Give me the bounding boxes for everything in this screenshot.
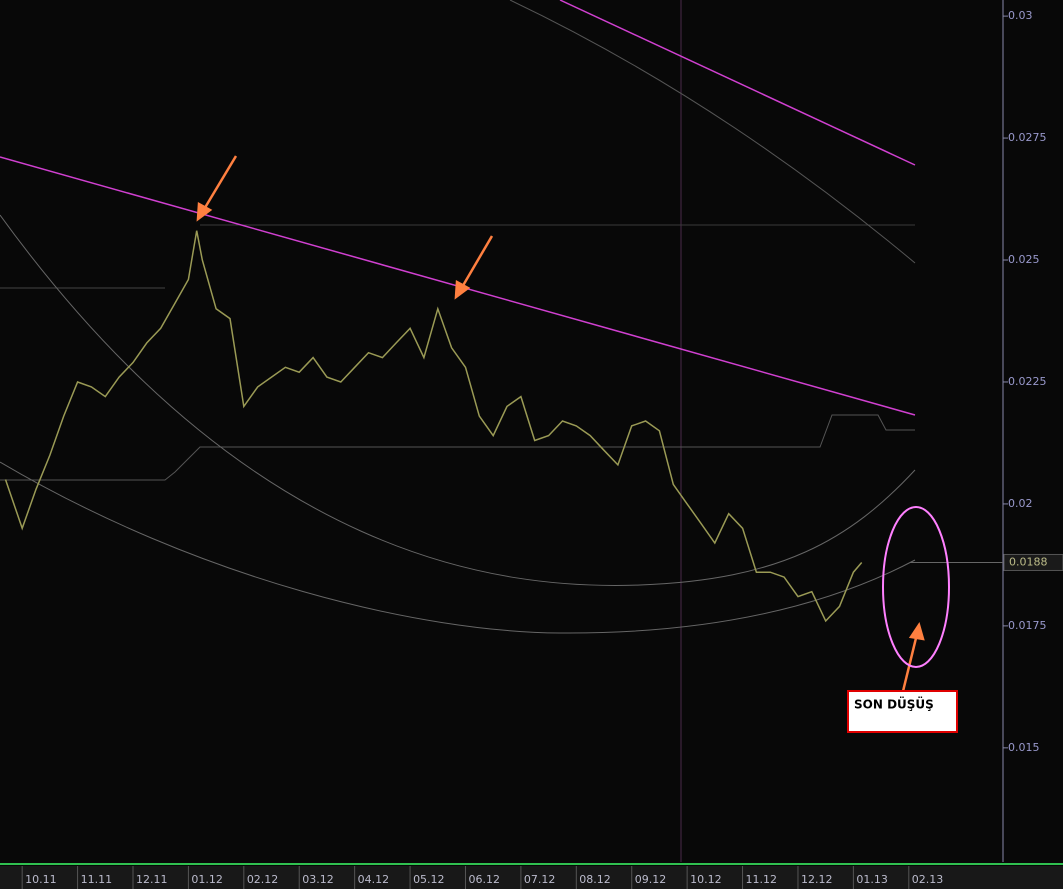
curve <box>0 461 916 634</box>
arrows <box>196 155 925 725</box>
last-price-label: 0.0188 <box>1009 555 1048 568</box>
x-tick-label: 04.12 <box>358 873 390 886</box>
arrow-head <box>196 201 213 222</box>
curve <box>0 214 916 586</box>
y-tick-label: 0.0225 <box>1008 375 1047 388</box>
x-tick-label: 10.11 <box>25 873 57 886</box>
y-tick-label: 0.015 <box>1008 741 1040 754</box>
x-axis-band <box>0 866 1063 889</box>
indicators <box>0 0 916 862</box>
y-tick-label: 0.0275 <box>1008 131 1047 144</box>
x-tick-label: 02.12 <box>247 873 279 886</box>
annotation-text: SON DÜŞÜŞ <box>854 697 934 712</box>
curve <box>509 0 916 264</box>
x-tick-label: 11.11 <box>81 873 113 886</box>
arrow <box>201 155 238 212</box>
channel-line <box>0 414 915 481</box>
x-tick-label: 03.12 <box>302 873 334 886</box>
arrow-head <box>908 622 925 641</box>
trend-line <box>559 0 916 166</box>
x-tick-label: 06.12 <box>468 873 500 886</box>
x-tick-label: 01.13 <box>856 873 888 886</box>
y-tick-label: 0.0175 <box>1008 619 1047 632</box>
y-tick-label: 0.025 <box>1008 253 1040 266</box>
x-tick-label: 10.12 <box>690 873 722 886</box>
x-tick-label: 05.12 <box>413 873 445 886</box>
highlight-ellipse <box>882 506 950 668</box>
x-tick-label: 07.12 <box>524 873 556 886</box>
x-tick-label: 12.11 <box>136 873 168 886</box>
last-price-box <box>1003 553 1063 571</box>
marks: 0.03 0.0275 0.025 0.0225 0.02 0.0175 0.015 10.1… <box>0 9 1063 889</box>
x-tick-label: 09.12 <box>635 873 667 886</box>
y-tick-label: 0.03 <box>1008 9 1033 22</box>
annotation-box <box>847 690 958 733</box>
y-tick-label: 0.02 <box>1008 497 1033 510</box>
x-tick-label: 01.12 <box>191 873 223 886</box>
x-tick-label: 11.12 <box>746 873 778 886</box>
arrow <box>459 235 494 290</box>
x-tick-label: 12.12 <box>801 873 833 886</box>
x-tick-label: 08.12 <box>579 873 611 886</box>
arrow-head <box>454 279 471 300</box>
price-line <box>4 230 863 623</box>
x-tick-label: 02.13 <box>912 873 944 886</box>
